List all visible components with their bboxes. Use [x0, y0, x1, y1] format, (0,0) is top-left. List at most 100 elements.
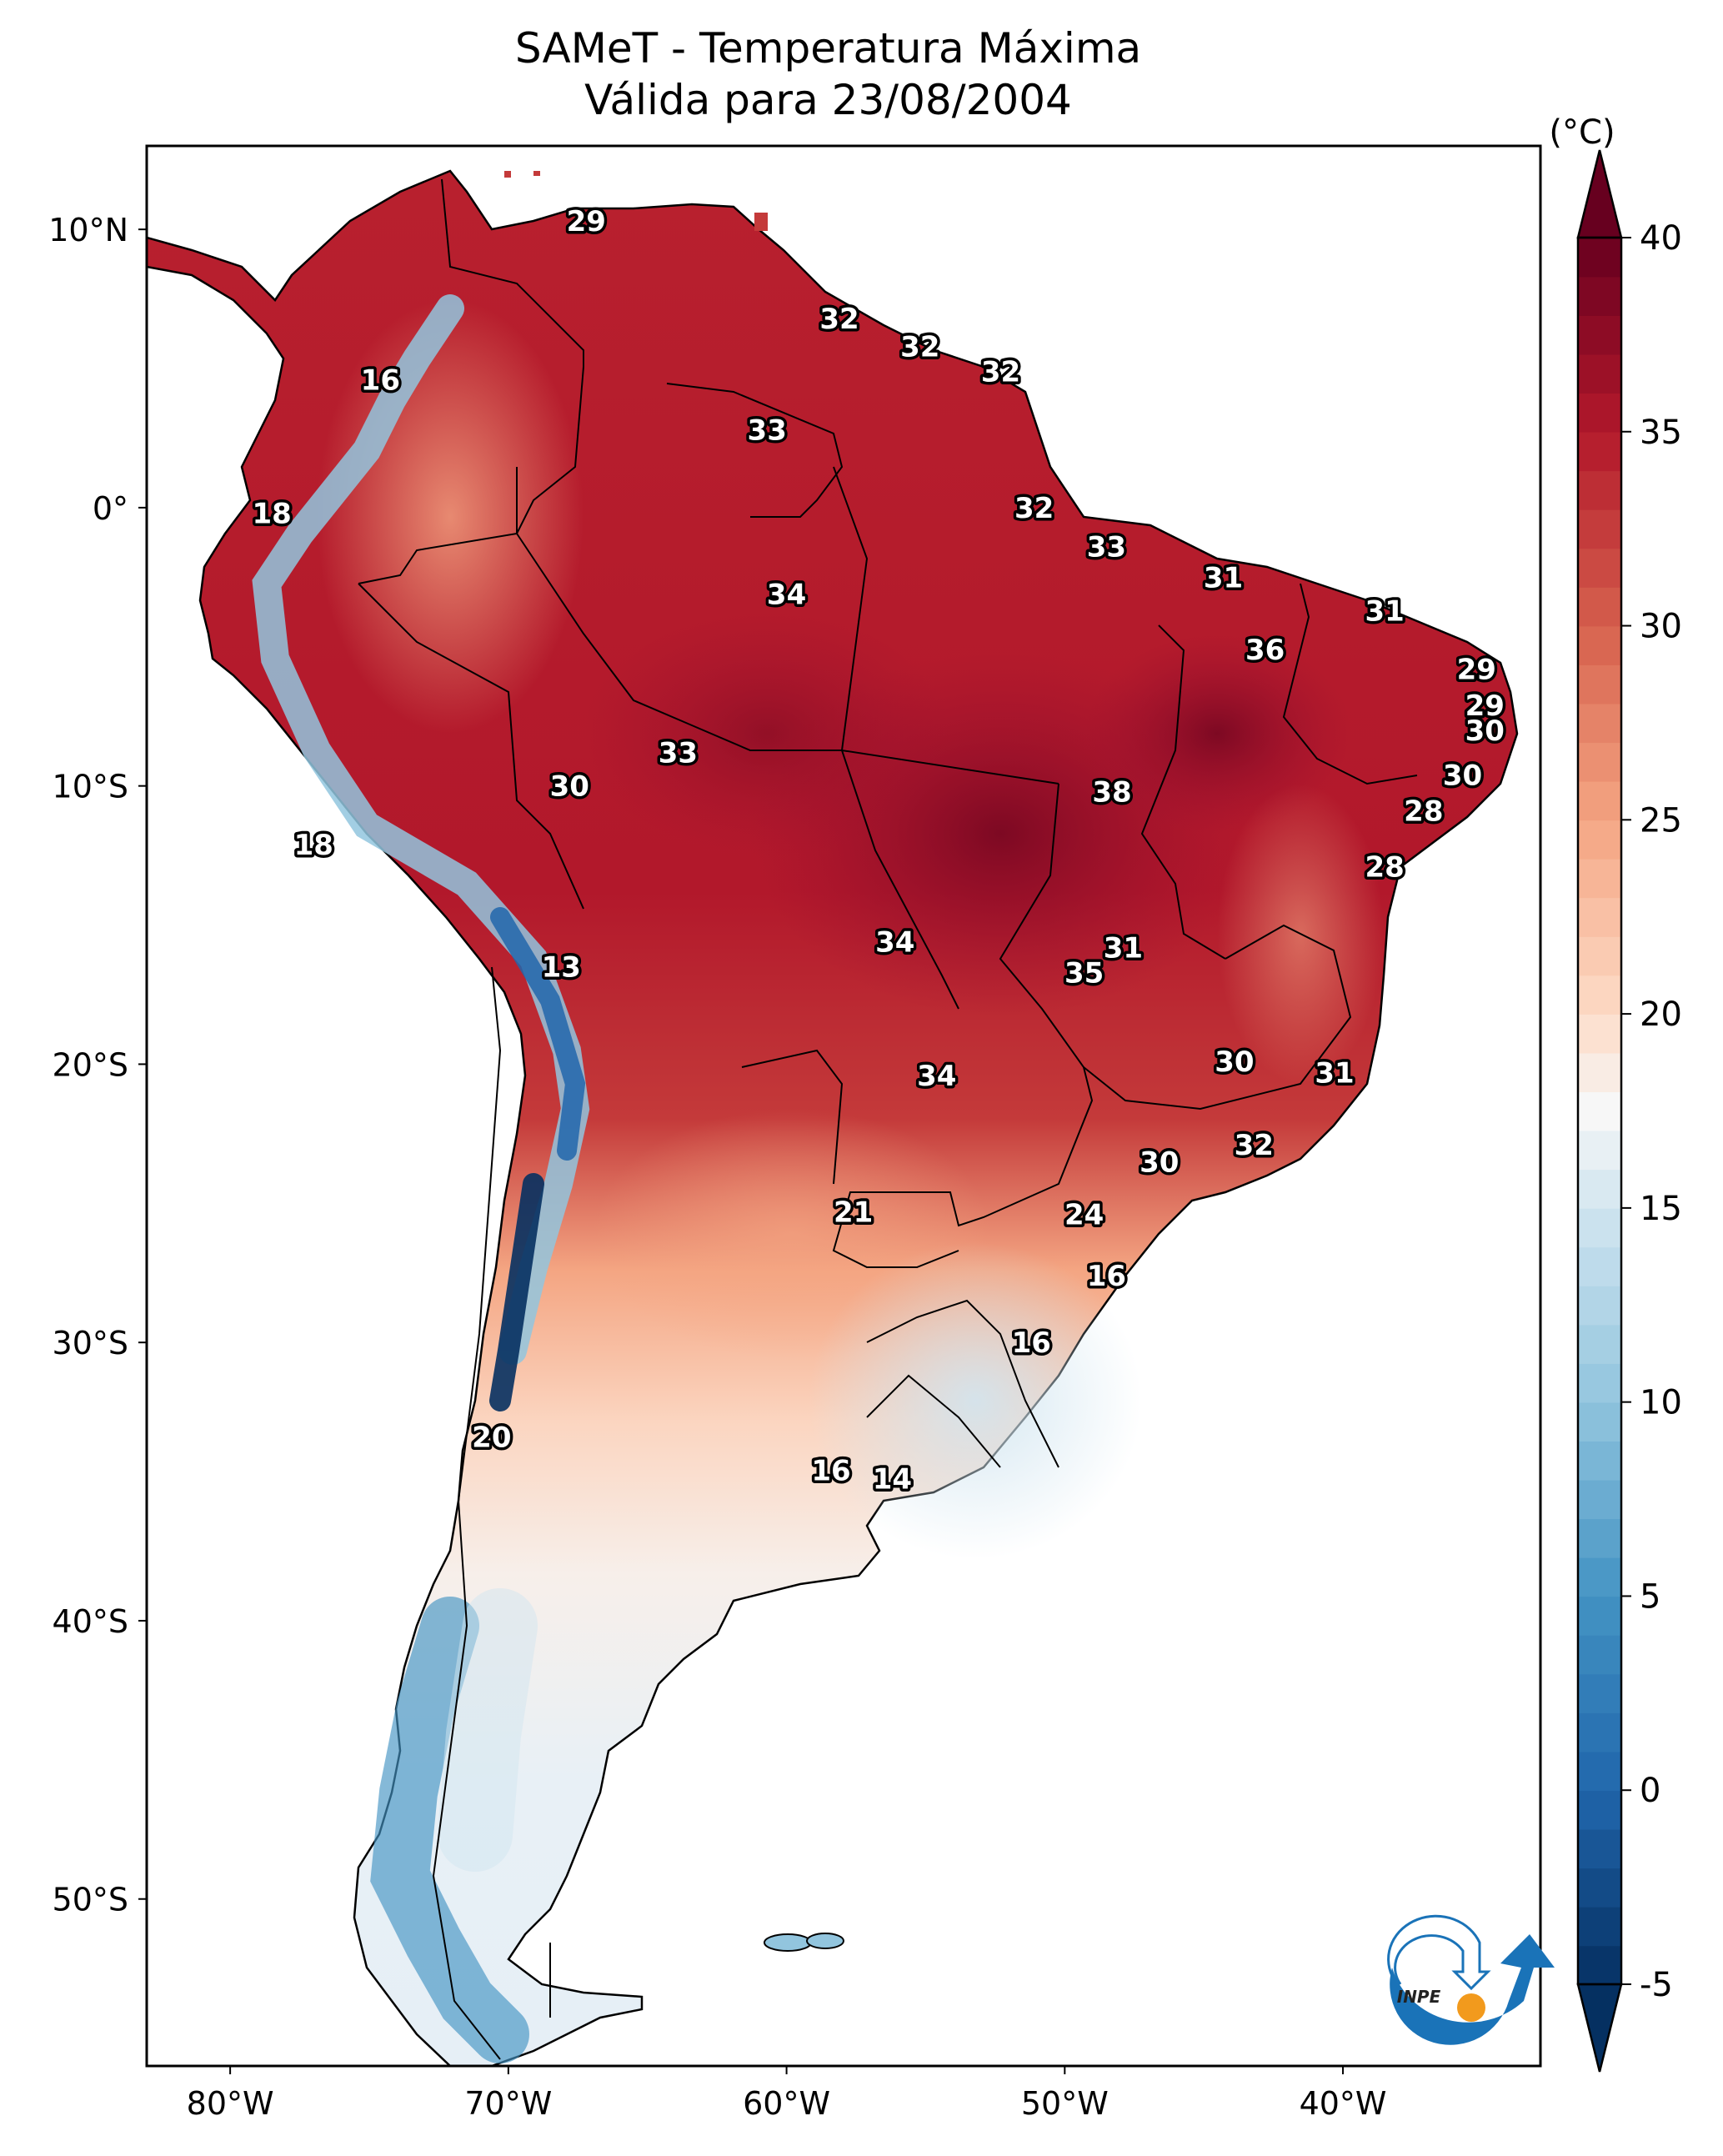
station-temperature-label: 32	[1235, 1129, 1274, 1162]
colorbar-band	[1578, 1052, 1621, 1093]
station-temperature-label: 32	[981, 355, 1020, 389]
colorbar-band	[1578, 1790, 1621, 1830]
colorbar-tick-label: 30	[1640, 608, 1682, 646]
map-frame	[145, 144, 1542, 2068]
logo-sun-circle	[1457, 1993, 1485, 2022]
y-tick-label: 10°S	[53, 769, 128, 805]
station-temperature-label: 36	[1245, 634, 1285, 667]
station-temperature-label: 18	[253, 498, 292, 531]
inpe-logo: INPE	[1387, 1914, 1555, 2045]
station-temperature-label: 28	[1365, 850, 1404, 884]
colorbar-band	[1578, 1091, 1621, 1131]
colorbar-extend-min	[1576, 1983, 1623, 2073]
colorbar-band	[1578, 1635, 1621, 1675]
station-temperature-label: 24	[1064, 1199, 1104, 1232]
station-temperature-label: 14	[873, 1463, 912, 1497]
x-tick-label: 40°W	[1300, 2085, 1387, 2122]
colorbar-band	[1578, 315, 1621, 355]
colorbar-band	[1578, 393, 1621, 433]
station-temperature-label: 21	[834, 1196, 873, 1229]
colorbar-tick-label: 25	[1640, 801, 1682, 840]
station-temperature-label: 29	[1457, 653, 1496, 686]
colorbar-band	[1578, 975, 1621, 1015]
station-temperature-label: 31	[1204, 561, 1243, 594]
colorbar-band	[1578, 625, 1621, 665]
colorbar-band	[1578, 1401, 1621, 1442]
x-tick-label: 70°W	[464, 2085, 552, 2122]
colorbar-band	[1578, 1479, 1621, 1520]
station-temperature-label: 29	[1465, 689, 1505, 723]
longitude-ticks: 80°W 70°W 60°W 50°W 40°W	[187, 2066, 1387, 2122]
andes-coldest-core	[489, 1173, 544, 1411]
station-temperature-label: 30	[1465, 714, 1505, 748]
x-tick-label: 60°W	[743, 2085, 830, 2122]
colorbar-band	[1578, 1673, 1621, 1713]
colorbar-frame	[1576, 236, 1623, 1986]
colorbar-band	[1578, 703, 1621, 744]
colorbar-tick-label: 40	[1640, 219, 1682, 258]
colorbar-band	[1578, 1363, 1621, 1403]
station-temperature-label: 30	[1443, 759, 1482, 792]
colorbar-band	[1578, 1169, 1621, 1209]
logo-text: INPE	[1397, 1987, 1441, 2007]
chart-title-line2: Válida para 23/08/2004	[584, 76, 1072, 124]
logo-spiral	[1387, 1914, 1491, 1991]
colorbar-band	[1578, 1518, 1621, 1558]
colorbar-extend-max	[1576, 149, 1623, 239]
station-temperature-label: 30	[1139, 1146, 1179, 1179]
station-temperature-label: 34	[875, 926, 914, 960]
chart-title-line1: SAMeT - Temperatura Máxima	[514, 24, 1142, 73]
colorbar-band	[1578, 1557, 1621, 1597]
station-temperature-label: 34	[767, 578, 806, 611]
colorbar-band	[1578, 1441, 1621, 1481]
colorbar-unit-label: (°C)	[1549, 113, 1615, 152]
colorbar-band	[1578, 1828, 1621, 1869]
colorbar-tick-label: 10	[1640, 1384, 1682, 1422]
colorbar-band	[1578, 1130, 1621, 1171]
caribbean-island	[504, 171, 511, 178]
colorbar-band	[1578, 238, 1621, 278]
colorbar-band	[1578, 664, 1621, 704]
colorbar-band	[1578, 509, 1621, 549]
station-labels: 2916183232323332333131343629293030282833…	[249, 203, 1507, 1500]
y-tick-label: 30°S	[53, 1325, 128, 1361]
logo-swoosh-arrow	[1390, 1934, 1555, 2045]
station-temperature-label: 30	[550, 770, 589, 804]
station-temperature-label: 16	[361, 364, 400, 397]
political-borders	[358, 178, 1418, 2060]
colorbar-band	[1578, 1014, 1621, 1054]
station-temperature-label: 33	[659, 737, 698, 770]
colorbar-tick-label: 5	[1640, 1577, 1660, 1616]
station-temperature-label: 13	[542, 951, 581, 985]
colorbar-band	[1578, 1596, 1621, 1636]
colorbar-band	[1578, 1712, 1621, 1752]
patagonia-coast-cool	[438, 1588, 538, 1872]
colorbar-band	[1578, 353, 1621, 394]
y-tick-label: 0°	[93, 490, 128, 527]
station-temperature-label: 16	[1012, 1326, 1051, 1360]
station-temperature-label: 31	[1365, 594, 1404, 628]
station-temperature-label: 29	[567, 205, 606, 238]
colorbar-band	[1578, 780, 1621, 821]
y-tick-label: 10°N	[48, 212, 128, 248]
colorbar-band	[1578, 470, 1621, 510]
colorbar-band	[1578, 1286, 1621, 1326]
station-temperature-label: 34	[917, 1060, 956, 1093]
station-temperature-label: 16	[1087, 1260, 1126, 1293]
station-temperature-label: 33	[748, 414, 787, 447]
station-temperature-label: 20	[472, 1421, 511, 1455]
colorbar-band	[1578, 1751, 1621, 1792]
colorbar-tick-label: 0	[1640, 1772, 1660, 1810]
colorbar-band	[1578, 587, 1621, 627]
colorbar-band	[1578, 1945, 1621, 1985]
falkland-islands	[764, 1933, 812, 1952]
station-temperature-label: 32	[1014, 492, 1054, 525]
colorbar-band	[1578, 936, 1621, 976]
y-tick-label: 20°S	[53, 1046, 128, 1083]
colorbar-band	[1578, 1324, 1621, 1364]
heat-core-northeast	[1084, 634, 1350, 834]
colorbar-band	[1578, 431, 1621, 472]
colorbar-band	[1578, 548, 1621, 588]
colorbar-band	[1578, 1207, 1621, 1248]
